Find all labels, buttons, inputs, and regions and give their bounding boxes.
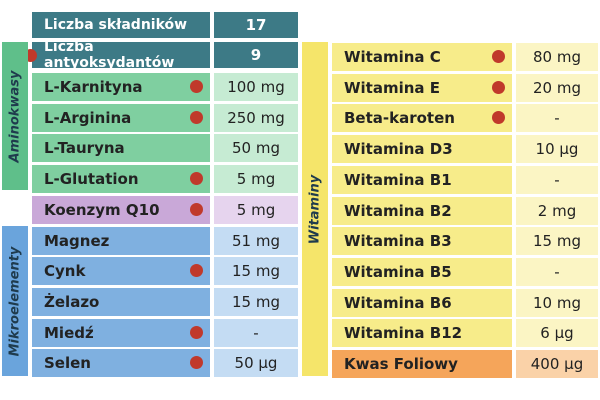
ingredient-name: Żelazo (32, 288, 210, 316)
vitamin-name: Witamina B3 (332, 227, 512, 255)
vitamin-value: 6 µg (516, 319, 598, 347)
vitamin-name: Kwas Foliowy (332, 350, 512, 378)
ingredient-name: Koenzym Q10 (32, 196, 210, 224)
group-label-text: Witaminy (307, 174, 323, 244)
vitamin-value: 2 mg (516, 197, 598, 225)
antioxidant-marker-icon (190, 203, 203, 216)
ingredient-value: 100 mg (214, 73, 298, 101)
ingredient-name: L-Karnityna (32, 73, 210, 101)
ingredient-name: Cynk (32, 257, 210, 285)
vitamin-name: Witamina B12 (332, 319, 512, 347)
summary-label: Liczba antyoksydantów (32, 39, 210, 71)
summary-value: 9 (214, 42, 298, 68)
ingredient-name: Magnez (32, 227, 210, 255)
ingredient-value: 50 mg (214, 134, 298, 162)
vitamin-name: Witamina E (332, 74, 512, 102)
ingredient-value: 5 mg (214, 165, 298, 193)
antioxidant-marker-icon (492, 50, 505, 63)
summary-label: Liczba składników (32, 12, 210, 38)
ingredient-value: 15 mg (214, 288, 298, 316)
ingredient-value: 51 mg (214, 227, 298, 255)
group-label-aminokwasy: Aminokwasy (2, 42, 28, 190)
vitamin-value: 80 mg (516, 43, 598, 71)
group-label-witaminy: Witaminy (302, 42, 328, 376)
antioxidant-marker-icon (190, 111, 203, 124)
ingredient-value: - (214, 319, 298, 347)
antioxidant-marker-icon (492, 111, 505, 124)
vitamin-value: 10 µg (516, 135, 598, 163)
vitamin-value: - (516, 166, 598, 194)
vitamin-name: Beta-karoten (332, 104, 512, 132)
summary-value: 17 (214, 12, 298, 38)
vitamin-name: Witamina B5 (332, 258, 512, 286)
ingredient-value: 50 µg (214, 349, 298, 377)
ingredient-value: 15 mg (214, 257, 298, 285)
group-label-mikroelementy: Mikroelementy (2, 226, 28, 376)
ingredient-name: Selen (32, 349, 210, 377)
vitamin-value: 10 mg (516, 289, 598, 317)
vitamin-value: - (516, 104, 598, 132)
vitamin-value: 20 mg (516, 74, 598, 102)
ingredient-name: L-Glutation (32, 165, 210, 193)
ingredient-value: 5 mg (214, 196, 298, 224)
antioxidant-marker-icon (190, 356, 203, 369)
group-label-text: Aminokwasy (7, 70, 23, 162)
vitamin-value: 15 mg (516, 227, 598, 255)
antioxidant-marker-icon (190, 264, 203, 277)
vitamin-name: Witamina C (332, 43, 512, 71)
group-label-text: Mikroelementy (7, 246, 23, 356)
antioxidant-marker-icon (190, 326, 203, 339)
vitamin-name: Witamina B1 (332, 166, 512, 194)
ingredient-name: Miedź (32, 319, 210, 347)
vitamin-name: Witamina B2 (332, 197, 512, 225)
antioxidant-marker-icon (492, 81, 505, 94)
antioxidant-marker-icon (190, 80, 203, 93)
vitamin-name: Witamina D3 (332, 135, 512, 163)
ingredient-name: L-Tauryna (32, 134, 210, 162)
vitamin-value: - (516, 258, 598, 286)
vitamin-name: Witamina B6 (332, 289, 512, 317)
antioxidant-marker-icon (190, 172, 203, 185)
ingredient-value: 250 mg (214, 104, 298, 132)
vitamin-value: 400 µg (516, 350, 598, 378)
ingredient-name: L-Arginina (32, 104, 210, 132)
